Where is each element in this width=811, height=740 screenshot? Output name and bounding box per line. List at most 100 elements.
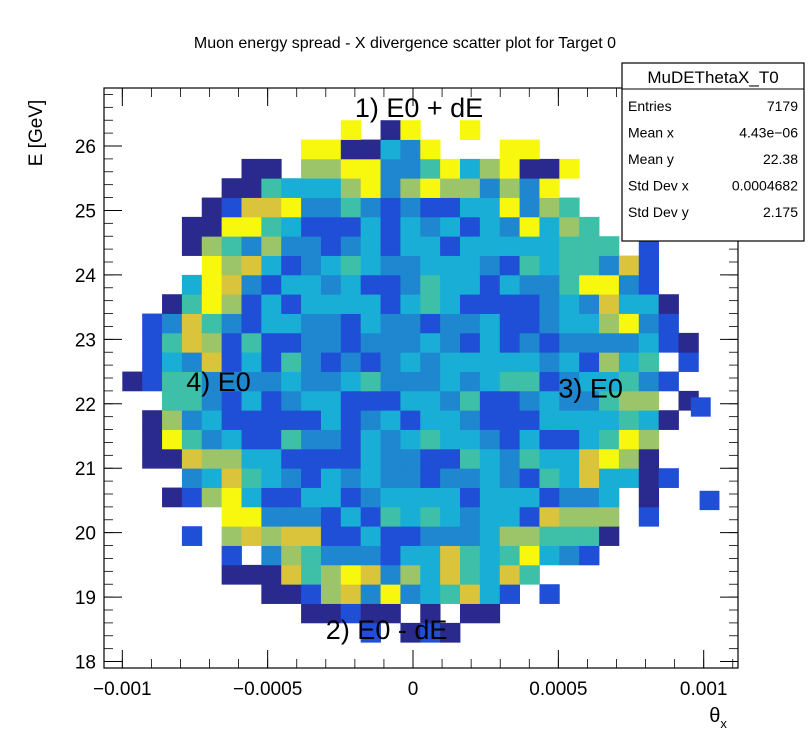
x-axis-label-main: θ xyxy=(709,705,720,727)
heatmap-cell xyxy=(221,255,242,276)
heatmap-cell xyxy=(380,371,401,392)
heatmap-cell xyxy=(479,255,501,276)
heatmap-cell xyxy=(380,139,401,160)
heatmap-cell xyxy=(460,216,481,237)
heatmap-cell xyxy=(519,178,540,198)
heatmap-cell xyxy=(539,506,560,527)
heatmap-cell xyxy=(281,526,302,546)
heatmap-cell xyxy=(400,487,421,508)
heatmap-cell xyxy=(499,139,520,160)
heatmap-cell xyxy=(440,294,461,314)
heatmap-cell xyxy=(579,506,600,527)
heatmap-cell xyxy=(181,332,203,353)
heatmap-cell xyxy=(241,448,262,469)
heatmap-cell xyxy=(261,448,282,469)
heatmap-cell xyxy=(221,294,242,314)
heatmap-cells xyxy=(122,120,720,643)
heatmap-cell xyxy=(181,390,203,411)
heatmap-cell xyxy=(460,274,481,295)
heatmap-cell xyxy=(360,313,381,334)
heatmap-cell xyxy=(301,255,322,276)
annotation-label: 4) E0 xyxy=(186,367,251,397)
heatmap-cell xyxy=(579,429,600,450)
heatmap-cell xyxy=(559,197,580,218)
heatmap-cell xyxy=(519,545,540,566)
heatmap-cell xyxy=(281,545,302,566)
heatmap-cell xyxy=(221,371,242,392)
heatmap-cell xyxy=(599,429,620,450)
heatmap-cell xyxy=(499,410,520,430)
heatmap-cell xyxy=(201,216,223,237)
heatmap-cell xyxy=(320,197,342,218)
heatmap-cell xyxy=(400,371,421,392)
heatmap-cell xyxy=(261,158,282,179)
heatmap-cell xyxy=(579,294,600,314)
heatmap-cell xyxy=(142,313,163,334)
heatmap-cell xyxy=(181,313,203,334)
heatmap-cell xyxy=(261,468,282,488)
heatmap-cell xyxy=(420,216,441,237)
heatmap-cell xyxy=(340,564,362,585)
y-tick-label: 23 xyxy=(75,330,96,351)
heatmap-cell xyxy=(261,255,282,276)
heatmap-cell xyxy=(261,564,282,585)
heatmap-cell xyxy=(440,216,461,237)
heatmap-cell xyxy=(201,332,223,353)
heatmap-cell xyxy=(320,236,342,256)
heatmap-cell xyxy=(440,352,461,372)
heatmap-cell xyxy=(420,584,441,604)
heatmap-cell xyxy=(301,468,322,488)
heatmap-cell xyxy=(320,487,342,508)
heatmap-cell xyxy=(658,468,679,488)
heatmap-cell xyxy=(320,274,342,295)
heatmap-cell xyxy=(599,313,620,334)
heatmap-cell xyxy=(420,236,441,256)
heatmap-cell xyxy=(539,390,560,411)
heatmap-cell xyxy=(320,468,342,488)
heatmap-cell xyxy=(539,178,560,198)
heatmap-cell xyxy=(519,371,540,392)
heatmap-cell xyxy=(599,468,620,488)
heatmap-cell xyxy=(400,448,421,469)
heatmap-cell xyxy=(281,487,302,508)
heatmap-cell xyxy=(320,584,342,604)
heatmap-cell xyxy=(201,410,223,430)
heatmap-cell xyxy=(420,506,441,527)
heatmap-cell xyxy=(420,352,441,372)
heatmap-cell xyxy=(460,448,481,469)
heatmap-cell xyxy=(519,158,540,179)
y-tick-label: 18 xyxy=(75,653,96,674)
heatmap-cell xyxy=(559,236,580,256)
heatmap-cell xyxy=(181,448,203,469)
heatmap-cell xyxy=(340,448,362,469)
heatmap-cell xyxy=(360,236,381,256)
heatmap-cell xyxy=(539,410,560,430)
heatmap-cell xyxy=(380,352,401,372)
heatmap-cell xyxy=(301,332,322,353)
heatmap-cell xyxy=(301,487,322,508)
heatmap-cell xyxy=(320,371,342,392)
heatmap-cell xyxy=(519,332,540,353)
heatmap-cell xyxy=(539,371,560,392)
heatmap-cell xyxy=(320,506,342,527)
heatmap-cell xyxy=(221,410,242,430)
heatmap-cell xyxy=(301,352,322,372)
heatmap-cell xyxy=(241,255,262,276)
heatmap-cell xyxy=(360,255,381,276)
heatmap-cell xyxy=(638,352,660,372)
y-tick-label: 26 xyxy=(75,137,96,158)
heatmap-cell xyxy=(340,584,362,604)
chart-title: Muon energy spread - X divergence scatte… xyxy=(194,35,616,52)
heatmap-cell xyxy=(440,158,461,179)
heatmap-cell xyxy=(360,622,381,643)
heatmap-cell xyxy=(599,371,620,392)
heatmap-cell xyxy=(181,371,203,392)
heatmap-cell xyxy=(519,487,540,508)
heatmap-cell xyxy=(380,313,401,334)
heatmap-cell xyxy=(400,526,421,546)
heatmap-cell xyxy=(340,487,362,508)
heatmap-cell xyxy=(499,332,520,353)
heatmap-cell xyxy=(340,197,362,218)
heatmap-cell xyxy=(360,410,381,430)
heatmap-cell xyxy=(380,487,401,508)
